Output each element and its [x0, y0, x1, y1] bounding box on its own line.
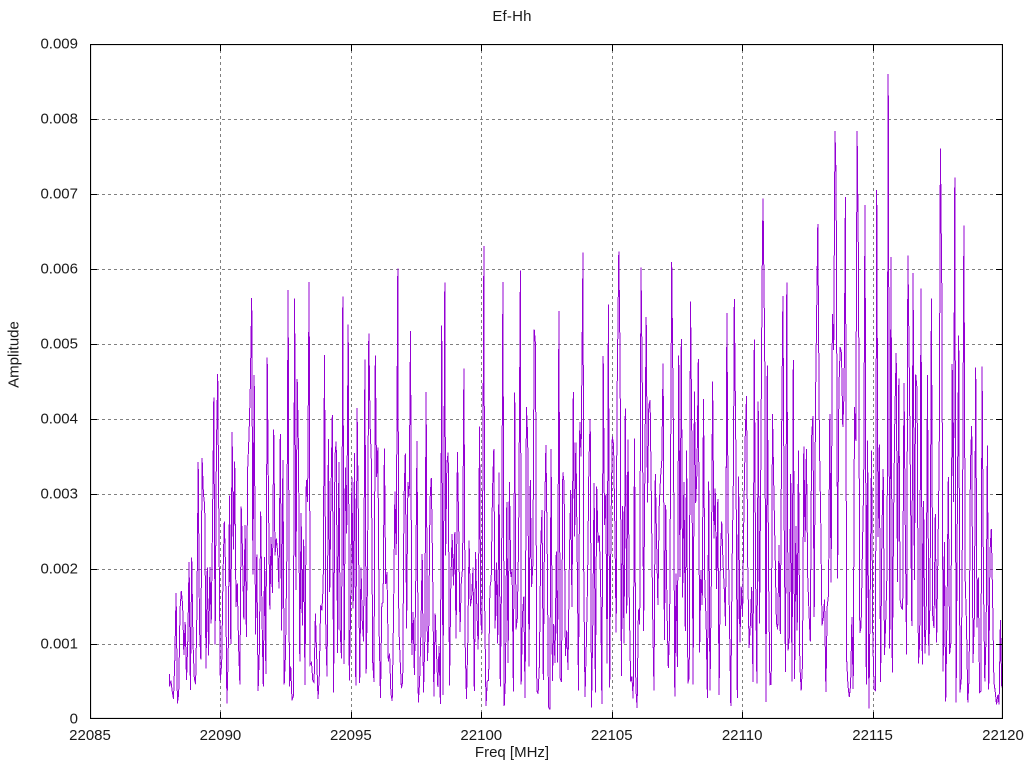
- y-tick-label: 0.004: [40, 410, 78, 428]
- gridlines: [90, 44, 1003, 719]
- data-series-line: [169, 73, 1003, 710]
- y-tick-label: 0.003: [40, 485, 78, 503]
- plot-border: [90, 44, 1003, 719]
- spectrum-line: [169, 73, 1003, 710]
- plot-area: [90, 44, 1003, 719]
- x-tick-label: 22105: [590, 727, 633, 744]
- y-tick-label: 0.006: [40, 260, 78, 278]
- x-tick-label: 22090: [199, 727, 242, 744]
- x-tick-label: 22115: [852, 727, 893, 744]
- y-tick-label: 0.002: [40, 560, 78, 578]
- x-tick-label: 22100: [460, 727, 503, 744]
- chart-title: Ef-Hh: [492, 8, 532, 25]
- x-axis-title: Freq [MHz]: [474, 744, 550, 761]
- y-tick-label: 0.001: [40, 635, 78, 653]
- x-tick-label: 22120: [982, 727, 1024, 744]
- y-tick-label: 0.009: [40, 35, 78, 53]
- y-tick-label: 0.007: [40, 185, 78, 203]
- x-tick-label: 22085: [69, 727, 111, 744]
- x-tick-label: 22110: [721, 727, 763, 744]
- y-tick-label: 0.008: [40, 110, 78, 128]
- x-tick-label: 22095: [329, 727, 372, 744]
- y-axis-title: Amplitude: [5, 321, 23, 388]
- plot-svg: [90, 44, 1003, 719]
- y-tick-label: 0: [69, 710, 78, 728]
- y-tick-label: 0.005: [40, 335, 78, 353]
